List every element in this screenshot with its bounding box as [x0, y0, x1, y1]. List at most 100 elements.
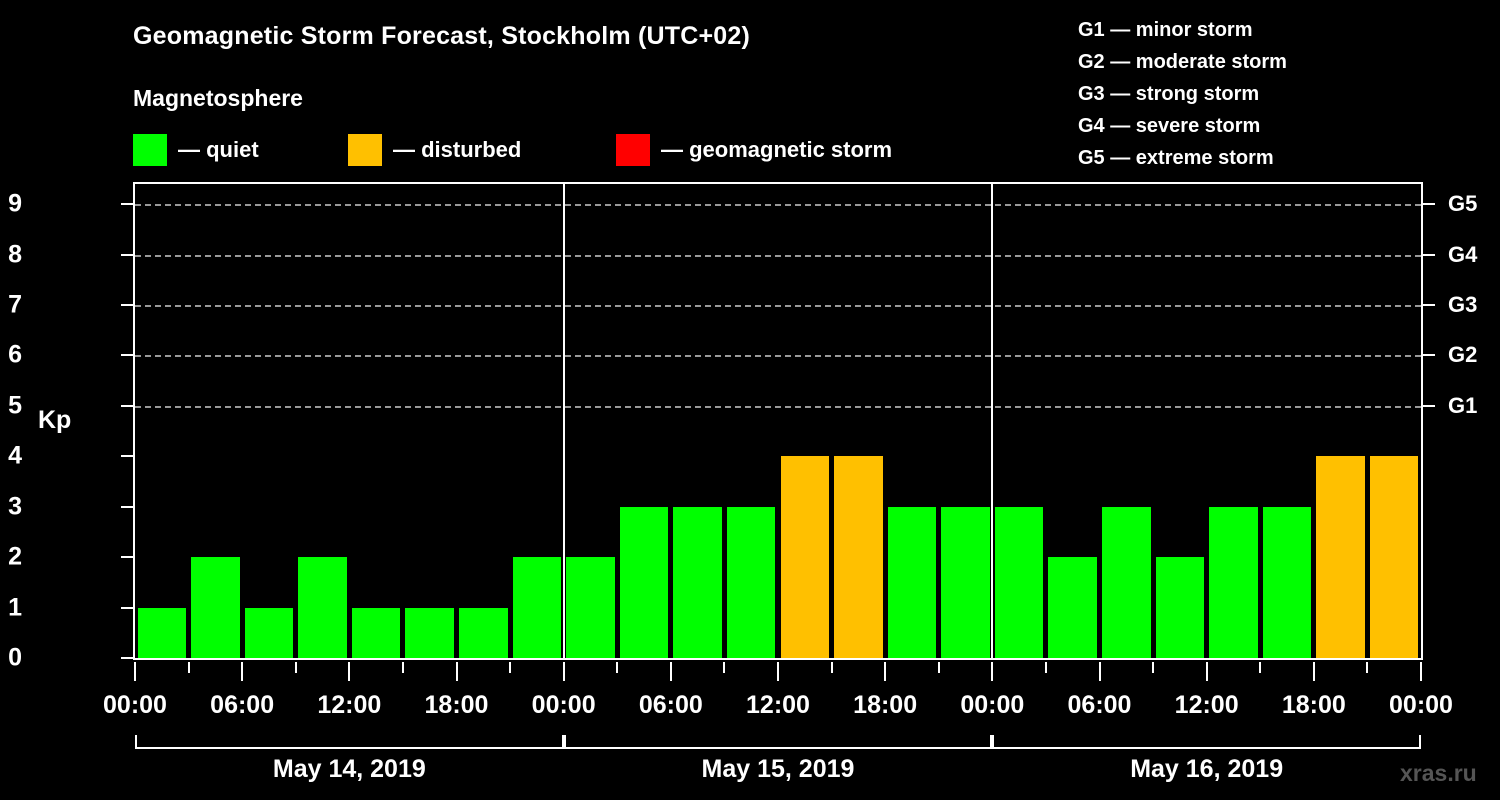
g-tick-mark-5	[1423, 404, 1435, 407]
y-tick-label-6: 6	[8, 340, 22, 369]
day-separator	[991, 184, 994, 658]
gridline-kp-9	[135, 204, 1421, 207]
x-tick-label-11: 18:00	[1281, 691, 1346, 719]
y-tick-mark-5	[121, 404, 133, 407]
y-tick-label-3: 3	[8, 492, 22, 521]
y-tick-label-5: 5	[8, 391, 22, 420]
bar[interactable]	[298, 557, 347, 658]
g-tick-mark-8	[1423, 253, 1435, 256]
x-tick-mark	[1259, 662, 1262, 673]
x-tick-label-7: 18:00	[853, 691, 918, 719]
x-tick-mark	[562, 662, 565, 681]
disturbed-swatch	[348, 134, 382, 166]
y-tick-label-8: 8	[8, 240, 22, 269]
x-tick-mark	[830, 662, 833, 673]
bar[interactable]	[459, 607, 508, 658]
legend-item-quiet: — quiet	[133, 134, 259, 166]
bar[interactable]	[191, 557, 240, 658]
bar[interactable]	[941, 506, 990, 658]
bar[interactable]	[726, 506, 776, 658]
x-tick-mark	[669, 662, 672, 681]
g-legend-row-3: G3 — strong storm	[1078, 83, 1260, 105]
quiet-swatch	[133, 134, 167, 166]
y-tick-label-2: 2	[8, 542, 22, 571]
y-tick-mark-2	[121, 556, 133, 559]
bar[interactable]	[244, 607, 294, 658]
gridline-kp-8	[135, 254, 1421, 257]
x-tick-mark	[134, 662, 136, 681]
g-tick-mark-7	[1423, 304, 1435, 307]
y-tick-mark-9	[121, 203, 133, 206]
legend-item-disturbed: — disturbed	[348, 134, 521, 166]
bar[interactable]	[137, 607, 187, 658]
bar[interactable]	[512, 557, 562, 658]
y-tick-mark-8	[121, 253, 133, 256]
gridline-kp-6	[135, 355, 1421, 358]
bar[interactable]	[351, 607, 401, 658]
x-tick-mark	[1098, 662, 1101, 681]
x-tick-label-12: 00:00	[1389, 691, 1453, 719]
x-tick-label-3: 18:00	[424, 691, 489, 719]
x-tick-label-9: 06:00	[1067, 691, 1132, 719]
x-tick-mark	[1152, 662, 1155, 673]
y-tick-mark-7	[121, 304, 133, 307]
gridline-kp-5	[135, 405, 1421, 408]
y-tick-mark-0	[121, 657, 133, 659]
g-axis-label-G4: G4	[1448, 241, 1478, 267]
date-bracket	[992, 735, 1421, 749]
g-legend-row-5: G5 — extreme storm	[1078, 147, 1274, 169]
bar[interactable]	[994, 506, 1044, 658]
x-tick-mark	[1044, 662, 1047, 673]
bar[interactable]	[1316, 456, 1365, 658]
bar[interactable]	[619, 506, 669, 658]
storm-swatch	[616, 134, 650, 166]
page-title: Geomagnetic Storm Forecast, Stockholm (U…	[133, 22, 750, 50]
x-tick-mark	[1420, 662, 1422, 681]
date-bracket	[135, 735, 564, 749]
x-tick-mark	[1366, 662, 1369, 673]
x-tick-label-8: 00:00	[960, 691, 1025, 719]
date-label-1: May 14, 2019	[272, 755, 426, 783]
x-tick-mark	[509, 662, 512, 673]
x-tick-mark	[294, 662, 297, 673]
legend-item-storm: — geomagnetic storm	[616, 134, 892, 166]
legend-label: — disturbed	[393, 137, 522, 162]
bar[interactable]	[1369, 456, 1419, 658]
x-tick-label-0: 00:00	[103, 691, 167, 719]
x-tick-label-5: 06:00	[638, 691, 703, 719]
y-axis-title: Kp	[38, 406, 72, 434]
x-tick-mark	[1312, 662, 1315, 681]
x-tick-label-6: 12:00	[746, 691, 810, 719]
magnetosphere-label: Magnetosphere	[133, 85, 303, 111]
bar[interactable]	[566, 557, 615, 658]
x-tick-mark	[991, 662, 994, 681]
bar[interactable]	[887, 506, 937, 658]
bar[interactable]	[1155, 557, 1205, 658]
g-scale-legend: G1 — minor storm G2 — moderate storm G3 — …	[1078, 14, 1287, 174]
x-tick-label-4: 00:00	[531, 691, 596, 719]
y-tick-label-9: 9	[8, 189, 22, 218]
y-tick-label-1: 1	[8, 593, 22, 622]
bar[interactable]	[780, 456, 830, 658]
y-tick-mark-4	[121, 455, 133, 458]
y-tick-label-7: 7	[8, 290, 22, 319]
g-axis-label-G5: G5	[1448, 191, 1478, 217]
y-tick-mark-6	[121, 354, 133, 357]
bar[interactable]	[405, 607, 454, 658]
g-axis-label-G3: G3	[1448, 292, 1478, 318]
x-tick-mark	[884, 662, 887, 681]
plot-area	[133, 182, 1423, 660]
g-tick-mark-6	[1423, 354, 1435, 357]
bar[interactable]	[834, 456, 883, 658]
x-tick-mark	[401, 662, 404, 673]
x-tick-mark	[723, 662, 726, 673]
plot-inner	[135, 184, 1421, 658]
bar[interactable]	[673, 506, 722, 658]
bar[interactable]	[1262, 506, 1312, 658]
bar[interactable]	[1048, 557, 1097, 658]
x-tick-mark	[1205, 662, 1208, 681]
bar[interactable]	[1102, 506, 1151, 658]
y-tick-mark-1	[121, 606, 133, 609]
bar[interactable]	[1209, 506, 1258, 658]
g-tick-mark-9	[1423, 203, 1435, 206]
